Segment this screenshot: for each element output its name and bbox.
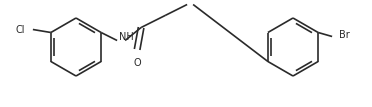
Text: O: O <box>133 57 141 68</box>
Text: NH: NH <box>119 33 134 42</box>
Text: O: O <box>189 0 197 2</box>
Text: Br: Br <box>339 30 350 41</box>
Text: Cl: Cl <box>15 25 25 34</box>
